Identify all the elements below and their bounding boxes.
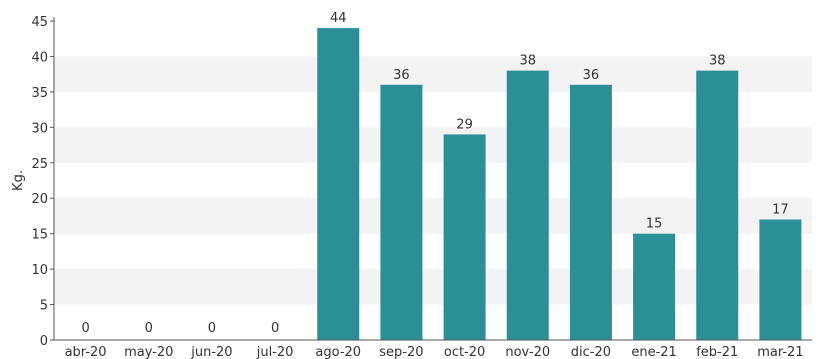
data-label: 38 <box>709 54 726 69</box>
data-label: 0 <box>208 321 216 336</box>
y-tick-label: 15 <box>31 228 48 243</box>
x-tick-label: mar-21 <box>757 345 803 359</box>
x-tick-label: abr-20 <box>65 345 107 359</box>
x-tick-label: dic-20 <box>571 345 611 359</box>
y-axis-ticks: 0 5 10 15 20 25 30 35 40 45 <box>31 15 54 349</box>
x-tick-label: ago-20 <box>315 345 361 359</box>
data-labels: 0 0 0 0 44 36 29 38 36 15 38 17 <box>81 11 788 336</box>
data-label: 0 <box>81 321 89 336</box>
bar <box>380 84 423 340</box>
data-label: 36 <box>583 68 600 83</box>
bar <box>506 70 549 340</box>
data-label: 0 <box>271 321 279 336</box>
x-tick-label: nov-20 <box>505 345 550 359</box>
grid-band <box>54 269 812 305</box>
grid-bands <box>54 56 812 305</box>
data-label: 38 <box>519 54 536 69</box>
x-tick-label: oct-20 <box>444 345 485 359</box>
y-tick-label: 0 <box>40 334 48 349</box>
grid-band <box>54 198 812 234</box>
x-axis-categories: abr-20 may-20 jun-20 jul-20 ago-20 sep-20 oct-… <box>65 345 804 359</box>
y-tick-label: 45 <box>31 15 48 30</box>
y-tick-label: 30 <box>31 121 48 136</box>
y-tick-label: 25 <box>31 157 48 172</box>
x-tick-label: jun-20 <box>190 345 232 359</box>
y-tick-label: 20 <box>31 192 48 207</box>
grid-band <box>54 127 812 163</box>
y-tick-label: 35 <box>31 86 48 101</box>
bars <box>317 28 802 340</box>
x-tick-label: may-20 <box>124 345 173 359</box>
data-label: 44 <box>330 11 347 26</box>
bar <box>317 28 360 340</box>
y-tick-label: 5 <box>40 299 48 314</box>
bar <box>569 84 612 340</box>
data-label: 36 <box>393 68 410 83</box>
data-label: 15 <box>646 217 663 232</box>
data-label: 17 <box>772 202 789 217</box>
bar <box>759 219 802 340</box>
bar <box>696 70 739 340</box>
y-tick-label: 40 <box>31 50 48 65</box>
x-tick-label: feb-21 <box>696 345 738 359</box>
x-tick-label: ene-21 <box>631 345 676 359</box>
y-axis-label: Kg. <box>11 170 26 191</box>
x-tick-label: jul-20 <box>256 345 294 359</box>
grid-band <box>54 56 812 92</box>
y-tick-label: 10 <box>31 263 48 278</box>
data-label: 29 <box>456 117 473 132</box>
bar <box>443 134 486 340</box>
data-label: 0 <box>145 321 153 336</box>
bar <box>633 233 676 340</box>
x-tick-label: sep-20 <box>379 345 423 359</box>
